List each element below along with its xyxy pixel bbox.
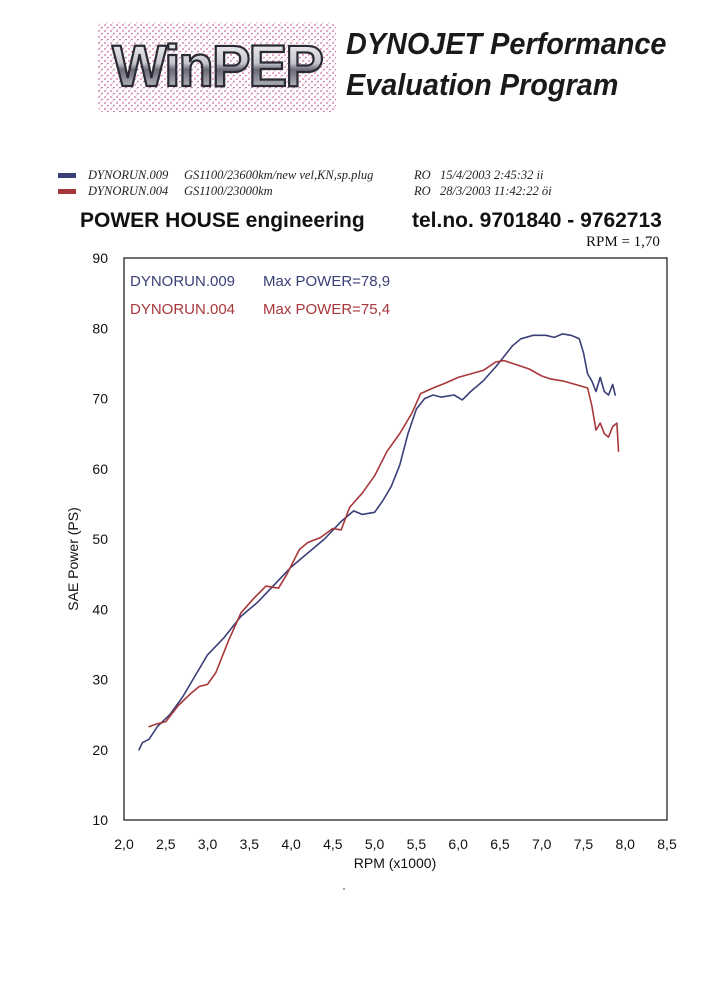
telephone-numbers: tel.no. 9701840 - 9762713 bbox=[412, 209, 662, 232]
x-tick-label: 5,0 bbox=[365, 836, 385, 852]
series-line-2 bbox=[148, 359, 620, 728]
legend-run-name: DYNORUN.009 bbox=[130, 273, 235, 290]
plot-frame bbox=[123, 257, 668, 821]
run-ro: RO bbox=[414, 184, 431, 198]
y-tick-label: 50 bbox=[92, 531, 108, 547]
x-axis-label: RPM (x1000) bbox=[354, 855, 436, 871]
run-timestamp: 15/4/2003 2:45:32 ii bbox=[440, 168, 544, 182]
x-tick-label: 8,5 bbox=[657, 836, 677, 852]
x-tick-label: 2,0 bbox=[114, 836, 134, 852]
run-color-swatch bbox=[58, 189, 76, 194]
x-tick-label: 7,5 bbox=[574, 836, 594, 852]
x-tick-label: 6,5 bbox=[490, 836, 510, 852]
x-tick-label: 5,5 bbox=[407, 836, 427, 852]
y-tick-label: 90 bbox=[92, 250, 108, 266]
rpm-factor: RPM = 1,70 bbox=[586, 234, 660, 250]
winpep-logo: WinPEP bbox=[98, 22, 336, 112]
legend-max-power: Max POWER=75,4 bbox=[263, 301, 390, 318]
y-tick-label: 40 bbox=[92, 601, 108, 617]
run-color-swatch bbox=[58, 173, 76, 178]
x-tick-label: 8,0 bbox=[615, 836, 635, 852]
run-ro: RO bbox=[414, 168, 431, 182]
logo-text: WinPEP bbox=[112, 34, 322, 99]
company-name: POWER HOUSE engineering bbox=[80, 209, 365, 232]
y-tick-label: 10 bbox=[92, 812, 108, 828]
title-line-2: Evaluation Program bbox=[346, 67, 619, 102]
series-line-1 bbox=[138, 333, 617, 751]
x-tick-label: 7,0 bbox=[532, 836, 552, 852]
legend-run-name: DYNORUN.004 bbox=[130, 301, 235, 318]
scan-speck bbox=[343, 888, 345, 890]
y-axis-label: SAE Power (PS) bbox=[65, 507, 81, 610]
run-timestamp: 28/3/2003 11:42:22 öi bbox=[440, 184, 552, 198]
run-name: DYNORUN.004 bbox=[88, 184, 169, 198]
x-tick-label: 4,0 bbox=[281, 836, 301, 852]
y-tick-label: 20 bbox=[92, 742, 108, 758]
run-description: GS1100/23000km bbox=[184, 184, 273, 198]
title-line-1: DYNOJET Performance bbox=[346, 26, 667, 61]
x-tick-label: 3,0 bbox=[198, 836, 218, 852]
y-tick-label: 60 bbox=[92, 461, 108, 477]
x-tick-label: 6,0 bbox=[448, 836, 468, 852]
y-tick-label: 80 bbox=[92, 320, 108, 336]
run-description: GS1100/23600km/new vel,KN,sp.plug bbox=[184, 168, 374, 182]
x-tick-label: 2,5 bbox=[156, 836, 176, 852]
y-tick-label: 70 bbox=[92, 391, 108, 407]
y-tick-label: 30 bbox=[92, 672, 108, 688]
run-name: DYNORUN.009 bbox=[88, 168, 169, 182]
x-tick-label: 4,5 bbox=[323, 836, 343, 852]
legend-max-power: Max POWER=78,9 bbox=[263, 273, 390, 290]
x-tick-label: 3,5 bbox=[240, 836, 260, 852]
